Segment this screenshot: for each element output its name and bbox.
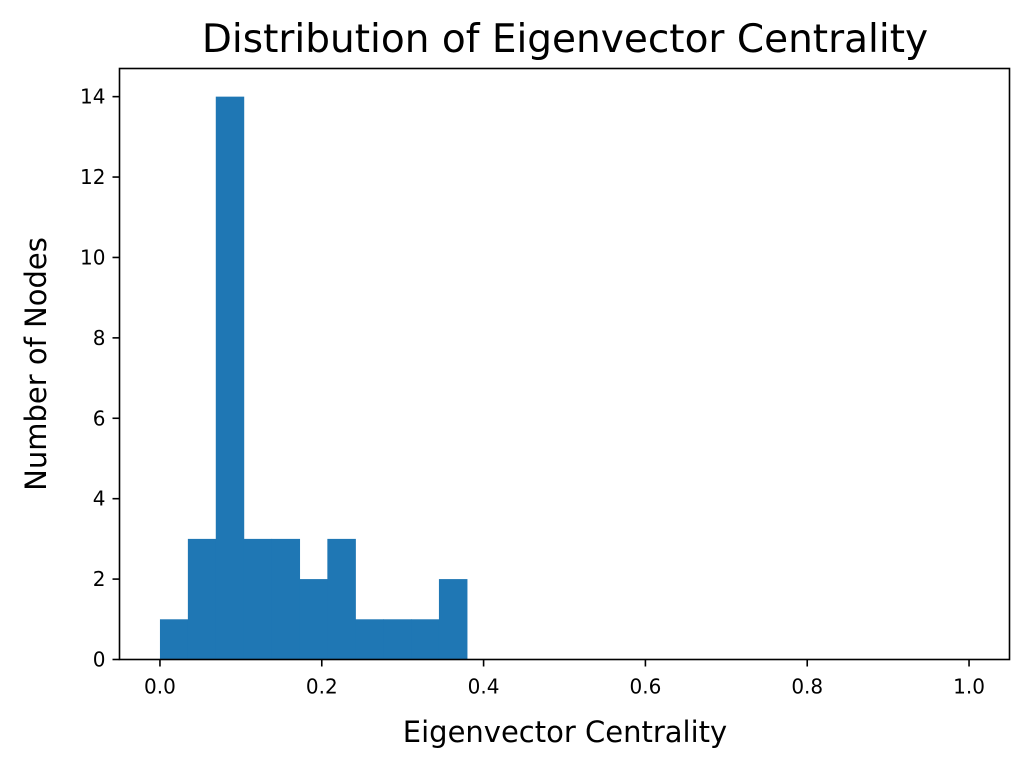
plot-frame: [118, 67, 1011, 661]
y-tick-label: 0: [93, 648, 106, 672]
histogram-bar: [411, 619, 440, 660]
y-tick-label: 6: [93, 406, 106, 430]
histogram-bar: [355, 619, 384, 660]
y-ticks-group: 0 2 4 6 8 10 12 14: [80, 85, 120, 672]
histogram-bar: [159, 619, 189, 660]
x-tick-label: 1.0: [953, 675, 985, 699]
y-tick-label: 12: [80, 165, 105, 189]
chart-title: Distribution of Eigenvector Centrality: [202, 17, 928, 62]
histogram-bar: [215, 96, 245, 660]
y-tick-label: 8: [93, 326, 106, 350]
x-tick-label: 0.0: [144, 675, 176, 699]
y-tick-label: 10: [80, 245, 105, 269]
x-tick-label: 0.8: [791, 675, 823, 699]
x-tick-label: 0.4: [468, 675, 500, 699]
y-tick-label: 14: [80, 85, 105, 109]
histogram-bar: [299, 579, 328, 660]
x-ticks-group: 0.0 0.2 0.4 0.6 0.8 1.0: [144, 659, 985, 699]
x-tick-label: 0.2: [306, 675, 338, 699]
histogram-bar: [438, 579, 468, 660]
x-tick-label: 0.6: [630, 675, 662, 699]
histogram-bar: [243, 538, 273, 660]
bars-group: [159, 96, 468, 660]
histogram-bar: [383, 619, 412, 660]
y-tick-label: 2: [93, 567, 106, 591]
x-axis-label: Eigenvector Centrality: [403, 715, 727, 749]
histogram-bar: [271, 538, 301, 660]
y-axis-label: Number of Nodes: [19, 237, 53, 491]
y-tick-label: 4: [93, 487, 106, 511]
histogram-bar: [187, 538, 217, 660]
histogram-bar: [327, 538, 356, 660]
